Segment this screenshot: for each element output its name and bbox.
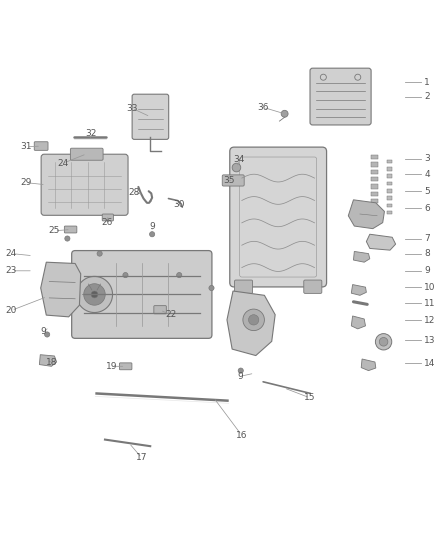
FancyBboxPatch shape <box>64 226 77 233</box>
Bar <box>388 196 392 200</box>
Bar <box>371 192 378 196</box>
Circle shape <box>379 337 388 346</box>
Text: 9: 9 <box>238 372 244 381</box>
Bar <box>371 184 378 189</box>
Text: 23: 23 <box>6 266 17 276</box>
Text: 9: 9 <box>424 266 430 276</box>
Polygon shape <box>77 277 113 312</box>
Text: 14: 14 <box>424 359 436 368</box>
Polygon shape <box>39 354 57 366</box>
Polygon shape <box>348 200 385 229</box>
Circle shape <box>281 110 288 117</box>
FancyBboxPatch shape <box>71 148 103 160</box>
Bar <box>388 182 392 185</box>
Circle shape <box>149 232 155 237</box>
Text: 18: 18 <box>46 358 57 367</box>
Bar <box>388 204 392 207</box>
Text: 5: 5 <box>424 187 430 196</box>
Text: 16: 16 <box>236 431 247 440</box>
Text: 26: 26 <box>102 217 113 227</box>
Text: 8: 8 <box>424 249 430 258</box>
Bar <box>388 211 392 214</box>
Text: 3: 3 <box>424 155 430 164</box>
Circle shape <box>177 272 182 278</box>
Text: 11: 11 <box>424 298 436 308</box>
Text: 6: 6 <box>424 204 430 213</box>
Bar <box>371 155 378 159</box>
Bar <box>371 177 378 181</box>
Text: 24: 24 <box>57 159 69 168</box>
Polygon shape <box>353 252 370 262</box>
Bar <box>371 169 378 174</box>
Text: 33: 33 <box>126 104 138 112</box>
FancyBboxPatch shape <box>234 280 253 293</box>
Text: 19: 19 <box>106 362 117 371</box>
Text: 31: 31 <box>21 142 32 151</box>
Text: 2: 2 <box>424 92 430 101</box>
Circle shape <box>97 251 102 256</box>
Circle shape <box>45 332 50 337</box>
Bar <box>388 167 392 171</box>
Circle shape <box>65 236 70 241</box>
Text: 4: 4 <box>424 169 430 179</box>
FancyBboxPatch shape <box>120 363 132 370</box>
Circle shape <box>232 163 241 172</box>
Text: 15: 15 <box>304 393 315 402</box>
Text: 13: 13 <box>424 336 436 345</box>
Text: 29: 29 <box>20 178 32 187</box>
Circle shape <box>209 286 214 290</box>
FancyBboxPatch shape <box>304 280 322 293</box>
Polygon shape <box>351 316 365 329</box>
Bar <box>388 174 392 178</box>
Bar <box>388 160 392 163</box>
Polygon shape <box>361 359 376 370</box>
Text: 30: 30 <box>173 200 185 208</box>
FancyBboxPatch shape <box>154 305 166 314</box>
Text: 35: 35 <box>223 176 234 185</box>
Text: 20: 20 <box>6 306 17 315</box>
FancyBboxPatch shape <box>222 175 244 186</box>
Bar <box>371 206 378 211</box>
Polygon shape <box>227 291 275 356</box>
Bar <box>371 221 378 225</box>
FancyBboxPatch shape <box>132 94 169 139</box>
Polygon shape <box>84 284 105 305</box>
Text: 28: 28 <box>128 188 140 197</box>
FancyBboxPatch shape <box>230 147 327 287</box>
Circle shape <box>238 368 244 373</box>
Polygon shape <box>91 291 98 298</box>
FancyBboxPatch shape <box>34 142 48 150</box>
FancyBboxPatch shape <box>102 214 113 221</box>
Text: 9: 9 <box>41 327 46 336</box>
Polygon shape <box>366 234 396 250</box>
Bar <box>388 189 392 192</box>
Bar <box>371 214 378 218</box>
Circle shape <box>123 272 128 278</box>
Text: 32: 32 <box>85 130 97 139</box>
Circle shape <box>375 334 392 350</box>
Bar <box>371 163 378 167</box>
Polygon shape <box>351 285 366 295</box>
Text: 34: 34 <box>234 155 245 164</box>
Text: 7: 7 <box>424 234 430 243</box>
Polygon shape <box>41 262 81 317</box>
Text: 17: 17 <box>136 454 148 463</box>
Bar <box>371 199 378 203</box>
Text: 36: 36 <box>258 103 269 112</box>
FancyBboxPatch shape <box>310 68 371 125</box>
Text: 12: 12 <box>424 316 436 325</box>
FancyBboxPatch shape <box>72 251 212 338</box>
Text: 1: 1 <box>424 78 430 87</box>
Text: 24: 24 <box>6 249 17 258</box>
Circle shape <box>243 309 265 330</box>
Text: 10: 10 <box>424 282 436 292</box>
FancyBboxPatch shape <box>41 154 128 215</box>
Text: 9: 9 <box>149 222 155 231</box>
Text: 22: 22 <box>165 310 176 319</box>
Text: 25: 25 <box>49 227 60 235</box>
Circle shape <box>248 314 259 325</box>
